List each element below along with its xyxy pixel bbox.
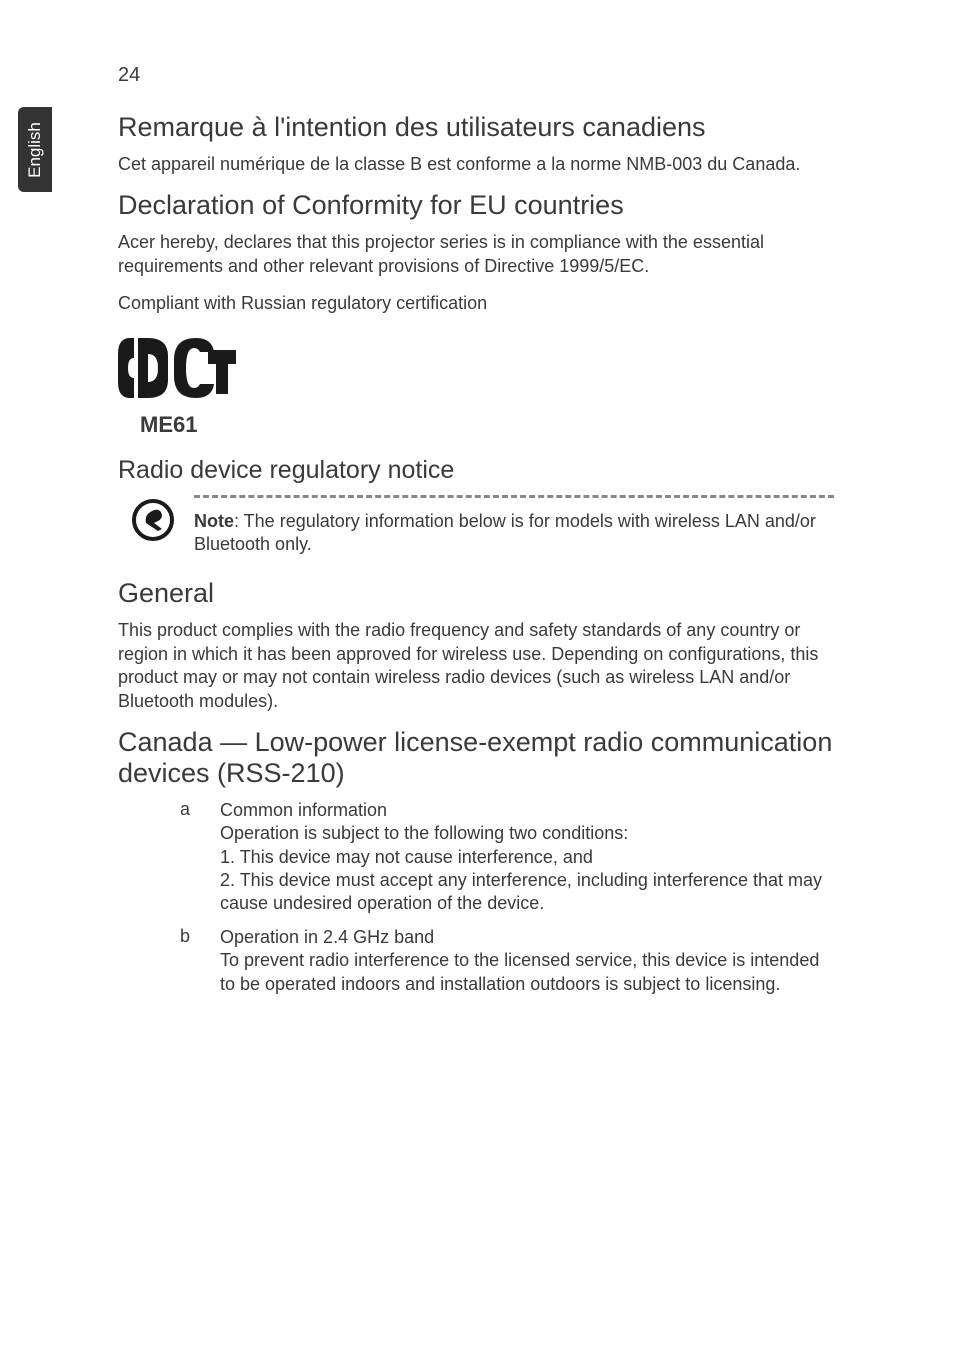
cert-code: ME61 [140, 412, 838, 438]
list-body-a: Common information Operation is subject … [220, 799, 838, 916]
list-line-b0: To prevent radio interference to the lic… [220, 949, 838, 996]
note-icon [132, 499, 174, 541]
note-content: : The regulatory information below is fo… [194, 511, 816, 554]
heading-canada: Canada — Low-power license-exempt radio … [118, 727, 838, 789]
language-tab: English [18, 107, 52, 192]
language-tab-label: English [25, 122, 45, 178]
certification-mark: ME61 [118, 330, 838, 438]
ordered-list: a Common information Operation is subjec… [180, 799, 838, 996]
heading-declaration: Declaration of Conformity for EU countri… [118, 190, 838, 221]
list-title-a: Common information [220, 799, 838, 822]
body-remarque: Cet appareil numérique de la classe B es… [118, 153, 838, 176]
note-text: Note: The regulatory information below i… [194, 510, 838, 557]
list-item: b Operation in 2.4 GHz band To prevent r… [180, 926, 838, 996]
list-marker-a: a [180, 799, 196, 916]
list-title-b: Operation in 2.4 GHz band [220, 926, 838, 949]
body-declaration-2: Compliant with Russian regulatory certif… [118, 292, 838, 315]
note-block: Note: The regulatory information below i… [118, 495, 838, 557]
note-divider [194, 495, 834, 498]
list-line-a1: 1. This device may not cause interferenc… [220, 846, 838, 869]
body-declaration-1: Acer hereby, declares that this projecto… [118, 231, 838, 278]
body-general: This product complies with the radio fre… [118, 619, 838, 713]
heading-general: General [118, 578, 838, 609]
pct-mark-icon [118, 330, 236, 406]
note-label: Note [194, 511, 234, 531]
list-marker-b: b [180, 926, 196, 996]
list-line-a0: Operation is subject to the following tw… [220, 822, 838, 845]
heading-radio-notice: Radio device regulatory notice [118, 456, 838, 485]
page-content: Remarque à l'intention des utilisateurs … [118, 112, 838, 1006]
list-line-a2: 2. This device must accept any interfere… [220, 869, 838, 916]
list-item: a Common information Operation is subjec… [180, 799, 838, 916]
heading-remarque: Remarque à l'intention des utilisateurs … [118, 112, 838, 143]
list-body-b: Operation in 2.4 GHz band To prevent rad… [220, 926, 838, 996]
page-number: 24 [118, 64, 140, 87]
